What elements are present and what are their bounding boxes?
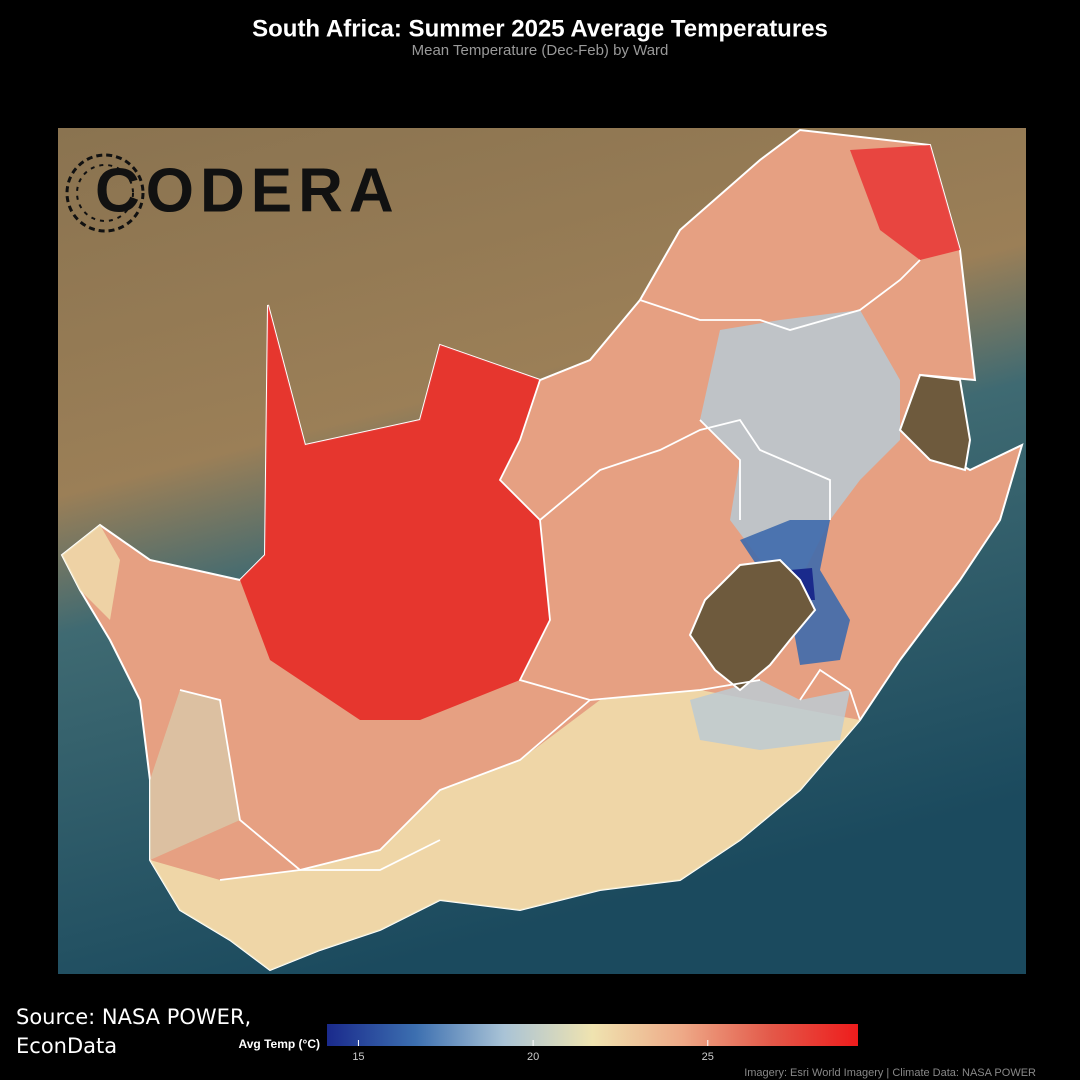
eswatini	[898, 373, 972, 472]
attribution: Imagery: Esri World Imagery | Climate Da…	[744, 1067, 1036, 1079]
region	[150, 690, 240, 860]
colorbar-tick-label: 15	[352, 1051, 364, 1063]
source-note: Source: NASA POWER, EconData	[16, 1005, 252, 1058]
colorbar	[327, 1024, 858, 1046]
region	[62, 525, 120, 620]
border	[639, 259, 921, 331]
subtitle: Mean Temperature (Dec-Feb) by Ward	[412, 42, 669, 59]
border	[498, 379, 761, 701]
region	[700, 310, 900, 580]
logo-mark	[65, 153, 145, 233]
border	[219, 839, 441, 881]
border	[699, 419, 741, 520]
colorbar-tick-label: 25	[702, 1051, 714, 1063]
title: South Africa: Summer 2025 Average Temper…	[252, 15, 828, 42]
region	[150, 690, 860, 970]
legend-title: Avg Temp (°C)	[239, 1037, 320, 1051]
border	[799, 668, 861, 721]
lesotho	[688, 558, 817, 692]
region	[850, 145, 960, 260]
region	[240, 305, 550, 720]
border	[539, 418, 831, 521]
region	[690, 680, 850, 750]
logo-text: CODERA	[95, 156, 400, 225]
logo-mark	[76, 164, 134, 222]
colorbar-tick-label: 20	[527, 1051, 539, 1063]
province-borders	[179, 259, 921, 881]
border	[179, 689, 591, 871]
logo: CODERA	[65, 153, 400, 233]
